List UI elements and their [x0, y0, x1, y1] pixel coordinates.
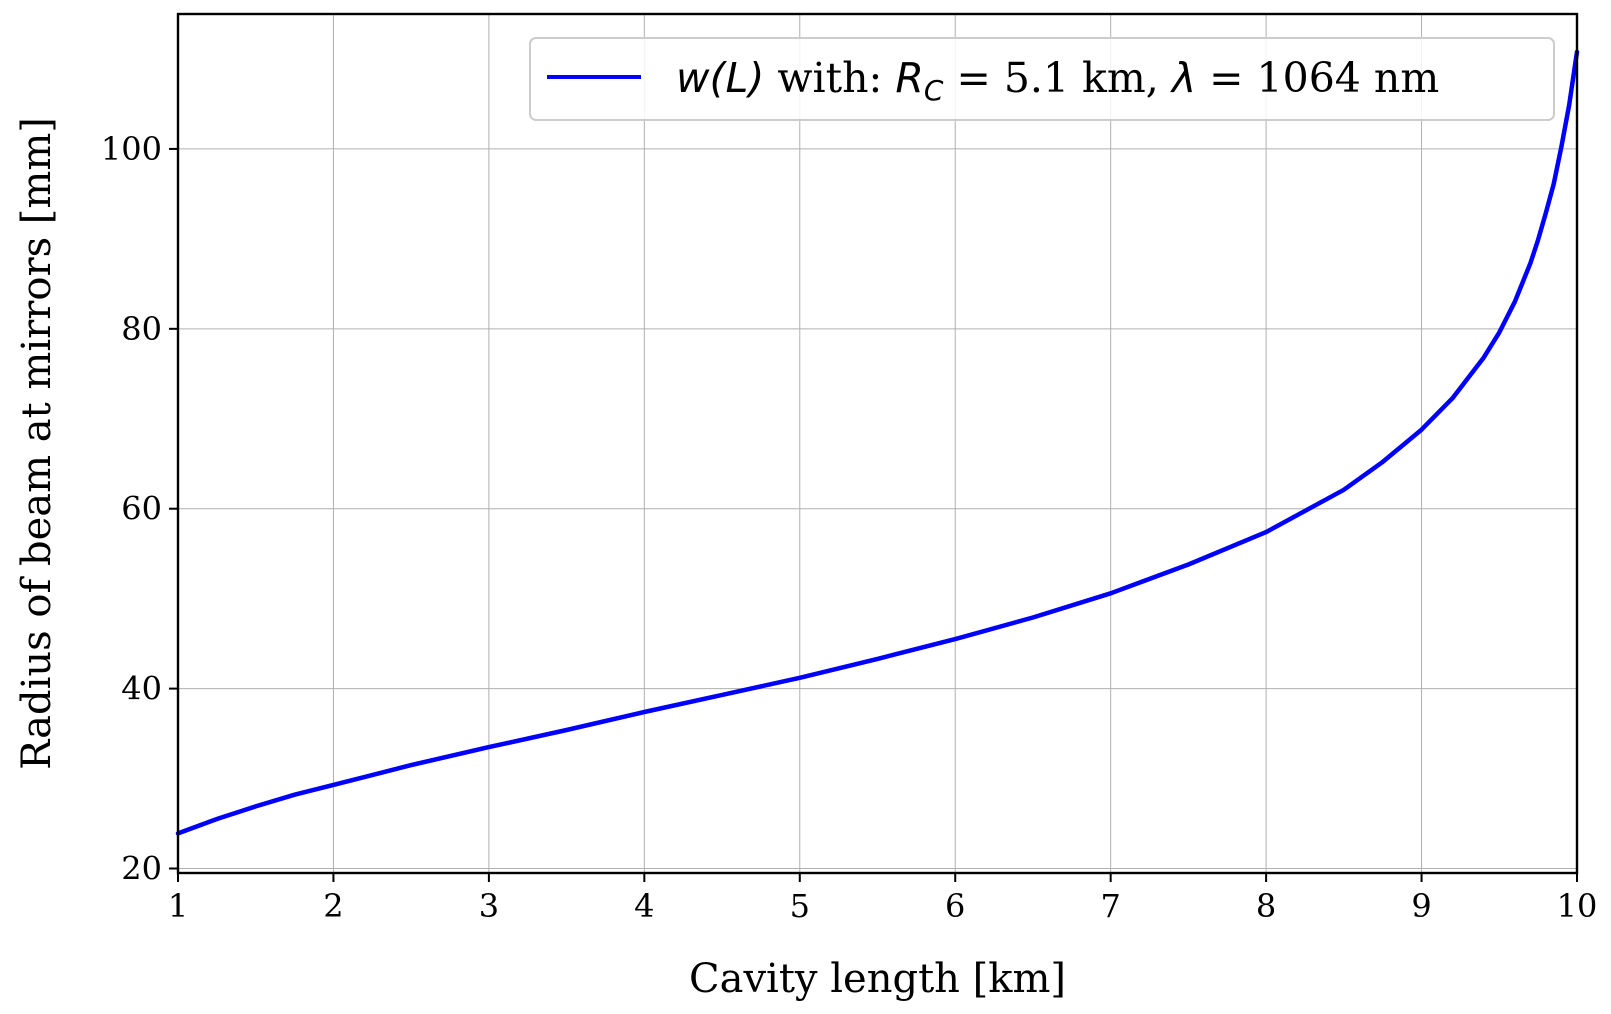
legend-func: w(L) [676, 54, 764, 102]
x-tick-label: 9 [1411, 887, 1431, 925]
legend-lambda-symbol: λ [1170, 54, 1196, 102]
x-tick-label: 4 [634, 887, 654, 925]
legend-rc-symbol: R [895, 54, 924, 102]
series-line [175, 49, 1580, 836]
x-axis-label: Cavity length [km] [689, 956, 1066, 1002]
legend-with: with: [764, 54, 895, 102]
legend: w(L) with: RC = 5.1 km, λ = 1064 nm [529, 37, 1555, 121]
legend-rc-subscript: C [924, 74, 944, 107]
x-tick-label: 3 [479, 887, 499, 925]
axis-ticks: 1 2 3 4 5 6 7 8 9 10 20 40 60 80 100 [101, 130, 1597, 925]
x-tick-label: 1 [168, 887, 188, 925]
plot-frame [176, 12, 1579, 875]
x-tick-label: 10 [1557, 887, 1598, 925]
x-tick-label: 2 [323, 887, 343, 925]
x-tick-label: 6 [945, 887, 965, 925]
x-tick-label: 7 [1100, 887, 1120, 925]
y-tick-label: 20 [121, 850, 162, 888]
y-axis-label: Radius of beam at mirrors [mm] [14, 117, 60, 770]
legend-lambda-value: = 1064 nm [1196, 54, 1439, 102]
legend-entry-text: w(L) with: RC = 5.1 km, λ = 1064 nm [676, 54, 1439, 107]
x-tick-label: 8 [1256, 887, 1276, 925]
grid-lines [177, 14, 1578, 873]
legend-rc-value: = 5.1 km, [943, 54, 1171, 102]
y-tick-label: 80 [121, 310, 162, 348]
y-tick-label: 40 [121, 670, 162, 708]
y-tick-label: 100 [101, 130, 162, 168]
x-tick-label: 5 [790, 887, 810, 925]
legend-box [529, 37, 1555, 121]
y-tick-label: 60 [121, 490, 162, 528]
series-layer [175, 49, 1580, 836]
